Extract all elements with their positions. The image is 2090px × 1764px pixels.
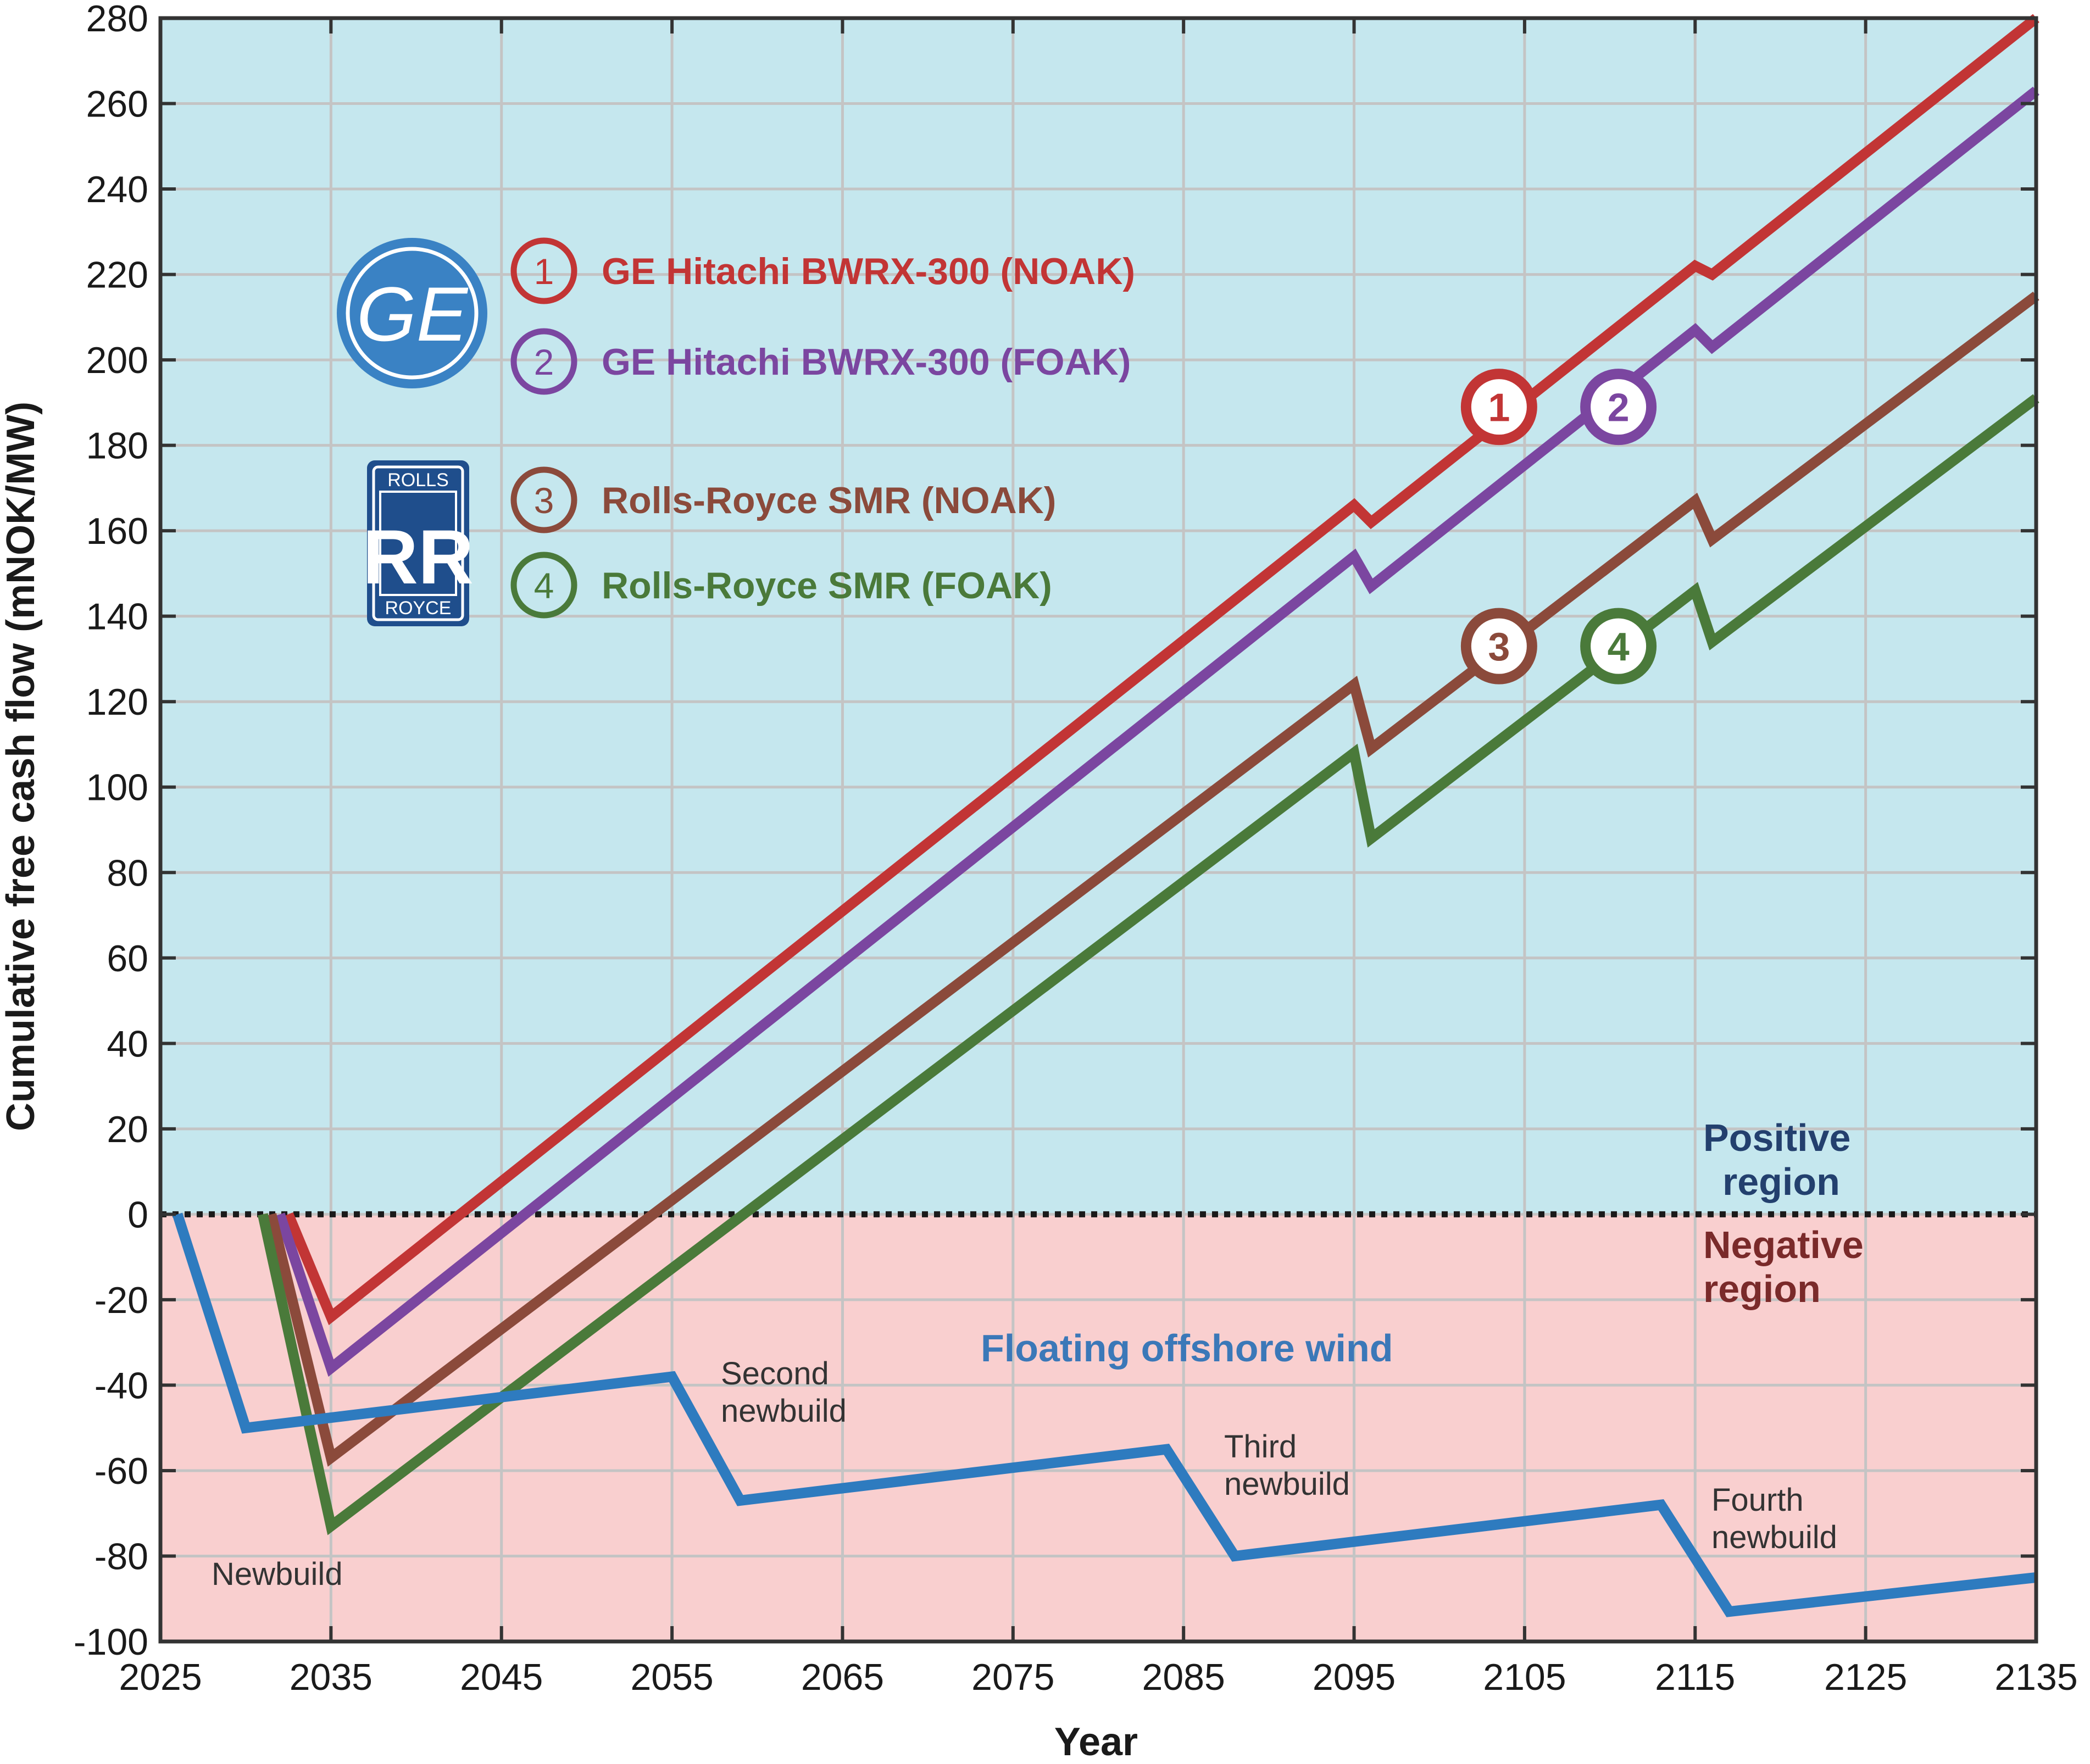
y-tick-label: 240 xyxy=(86,169,148,210)
series-marker-number: 4 xyxy=(1608,625,1630,669)
legend-marker-3 xyxy=(510,466,577,533)
series-marker-number: 1 xyxy=(1488,386,1510,430)
y-tick-label: 180 xyxy=(86,425,148,467)
legend-marker-1 xyxy=(510,237,577,304)
rolls-royce-logo-top: ROLLS xyxy=(387,470,449,491)
series-marker-4 xyxy=(1580,608,1657,685)
wind-series-label: Floating offshore wind xyxy=(981,1327,1393,1370)
series-line-4 xyxy=(257,394,2039,1535)
positive-region-label-line1: Positive xyxy=(1703,1116,1850,1159)
y-tick-label: 80 xyxy=(107,852,148,894)
series-line-2 xyxy=(275,86,2039,1377)
x-tick-label: 2025 xyxy=(119,1656,202,1698)
x-tick-label: 2055 xyxy=(630,1656,713,1698)
y-tick-label: 200 xyxy=(86,340,148,381)
x-tick-label: 2035 xyxy=(290,1656,373,1698)
x-tick-label: 2125 xyxy=(1824,1656,1907,1698)
y-tick-label: 280 xyxy=(86,0,148,40)
y-tick-label: 100 xyxy=(86,767,148,809)
x-tick-label: 2045 xyxy=(460,1656,543,1698)
y-tick-label: 60 xyxy=(107,938,148,980)
positive-region-label-line2: region xyxy=(1722,1160,1840,1203)
y-tick-label: -60 xyxy=(95,1450,148,1492)
x-tick-label: 2065 xyxy=(801,1656,884,1698)
y-tick-label: 160 xyxy=(86,510,148,552)
legend-label-2: GE Hitachi BWRX-300 (FOAK) xyxy=(602,341,1131,383)
y-axis-label: Cumulative free cash flow (mNOK/MW) xyxy=(0,402,43,1131)
x-tick-label: 2115 xyxy=(1655,1656,1735,1698)
legend-marker-number: 1 xyxy=(534,251,554,292)
ge-logo-text: GE xyxy=(357,271,469,357)
series-marker-number: 2 xyxy=(1608,386,1630,430)
annotation-newbuild: Newbuild xyxy=(212,1556,343,1592)
x-axis-label: Year xyxy=(1054,1720,1138,1761)
negative-region xyxy=(160,1214,2036,1641)
series-line-3 xyxy=(266,291,2039,1467)
legend-marker-number: 3 xyxy=(534,480,554,521)
y-tick-label: 0 xyxy=(127,1194,148,1236)
x-tick-label: 2105 xyxy=(1483,1656,1566,1698)
y-tick-label: 260 xyxy=(86,84,148,125)
y-tick-label: -20 xyxy=(95,1279,148,1321)
series-marker-2 xyxy=(1580,369,1657,446)
rolls-royce-logo-mark: RR xyxy=(363,514,474,600)
annotation-fourth-line2: newbuild xyxy=(1711,1520,1837,1555)
x-tick-label: 2075 xyxy=(971,1656,1054,1698)
annotation-second-line1: Second xyxy=(721,1356,829,1392)
annotation-second-line2: newbuild xyxy=(721,1393,847,1429)
legend-label-1: GE Hitachi BWRX-300 (NOAK) xyxy=(602,251,1135,292)
y-tick-label: 220 xyxy=(86,254,148,296)
plot-frame xyxy=(158,16,2038,1644)
series-marker-1 xyxy=(1460,369,1537,446)
series-line-5 xyxy=(172,1212,2037,1617)
y-tick-label: 20 xyxy=(107,1109,148,1150)
rolls-royce-logo-bottom: ROYCE xyxy=(385,598,452,619)
x-tick-label: 2095 xyxy=(1313,1656,1396,1698)
series-line-1 xyxy=(284,14,2039,1326)
y-tick-label: 140 xyxy=(86,596,148,638)
y-tick-label: -40 xyxy=(95,1365,148,1406)
legend-label-4: Rolls-Royce SMR (FOAK) xyxy=(602,565,1052,606)
y-tick-label: 120 xyxy=(86,681,148,723)
legend-marker-2 xyxy=(510,328,577,395)
series-marker-3 xyxy=(1460,608,1537,685)
series-marker-number: 3 xyxy=(1488,625,1510,669)
negative-region-label-line2: region xyxy=(1703,1267,1821,1310)
legend-marker-4 xyxy=(510,552,577,619)
rolls-royce-logo: ROLLS RR ROYCE xyxy=(363,460,474,626)
x-tick-label: 2085 xyxy=(1142,1656,1225,1698)
annotation-fourth-line1: Fourth xyxy=(1711,1482,1804,1518)
legend-label-3: Rolls-Royce SMR (NOAK) xyxy=(602,480,1056,521)
annotation-third-line2: newbuild xyxy=(1224,1466,1350,1502)
ge-logo: GE xyxy=(337,238,487,388)
y-tick-label: 40 xyxy=(107,1023,148,1065)
legend-marker-number: 4 xyxy=(534,565,554,606)
annotation-third-line1: Third xyxy=(1224,1429,1297,1465)
x-tick-label: 2135 xyxy=(1994,1656,2077,1698)
y-tick-label: -80 xyxy=(95,1535,148,1577)
y-tick-label: -100 xyxy=(74,1621,148,1663)
legend-marker-number: 2 xyxy=(534,342,554,382)
negative-region-label-line1: Negative xyxy=(1703,1223,1864,1266)
